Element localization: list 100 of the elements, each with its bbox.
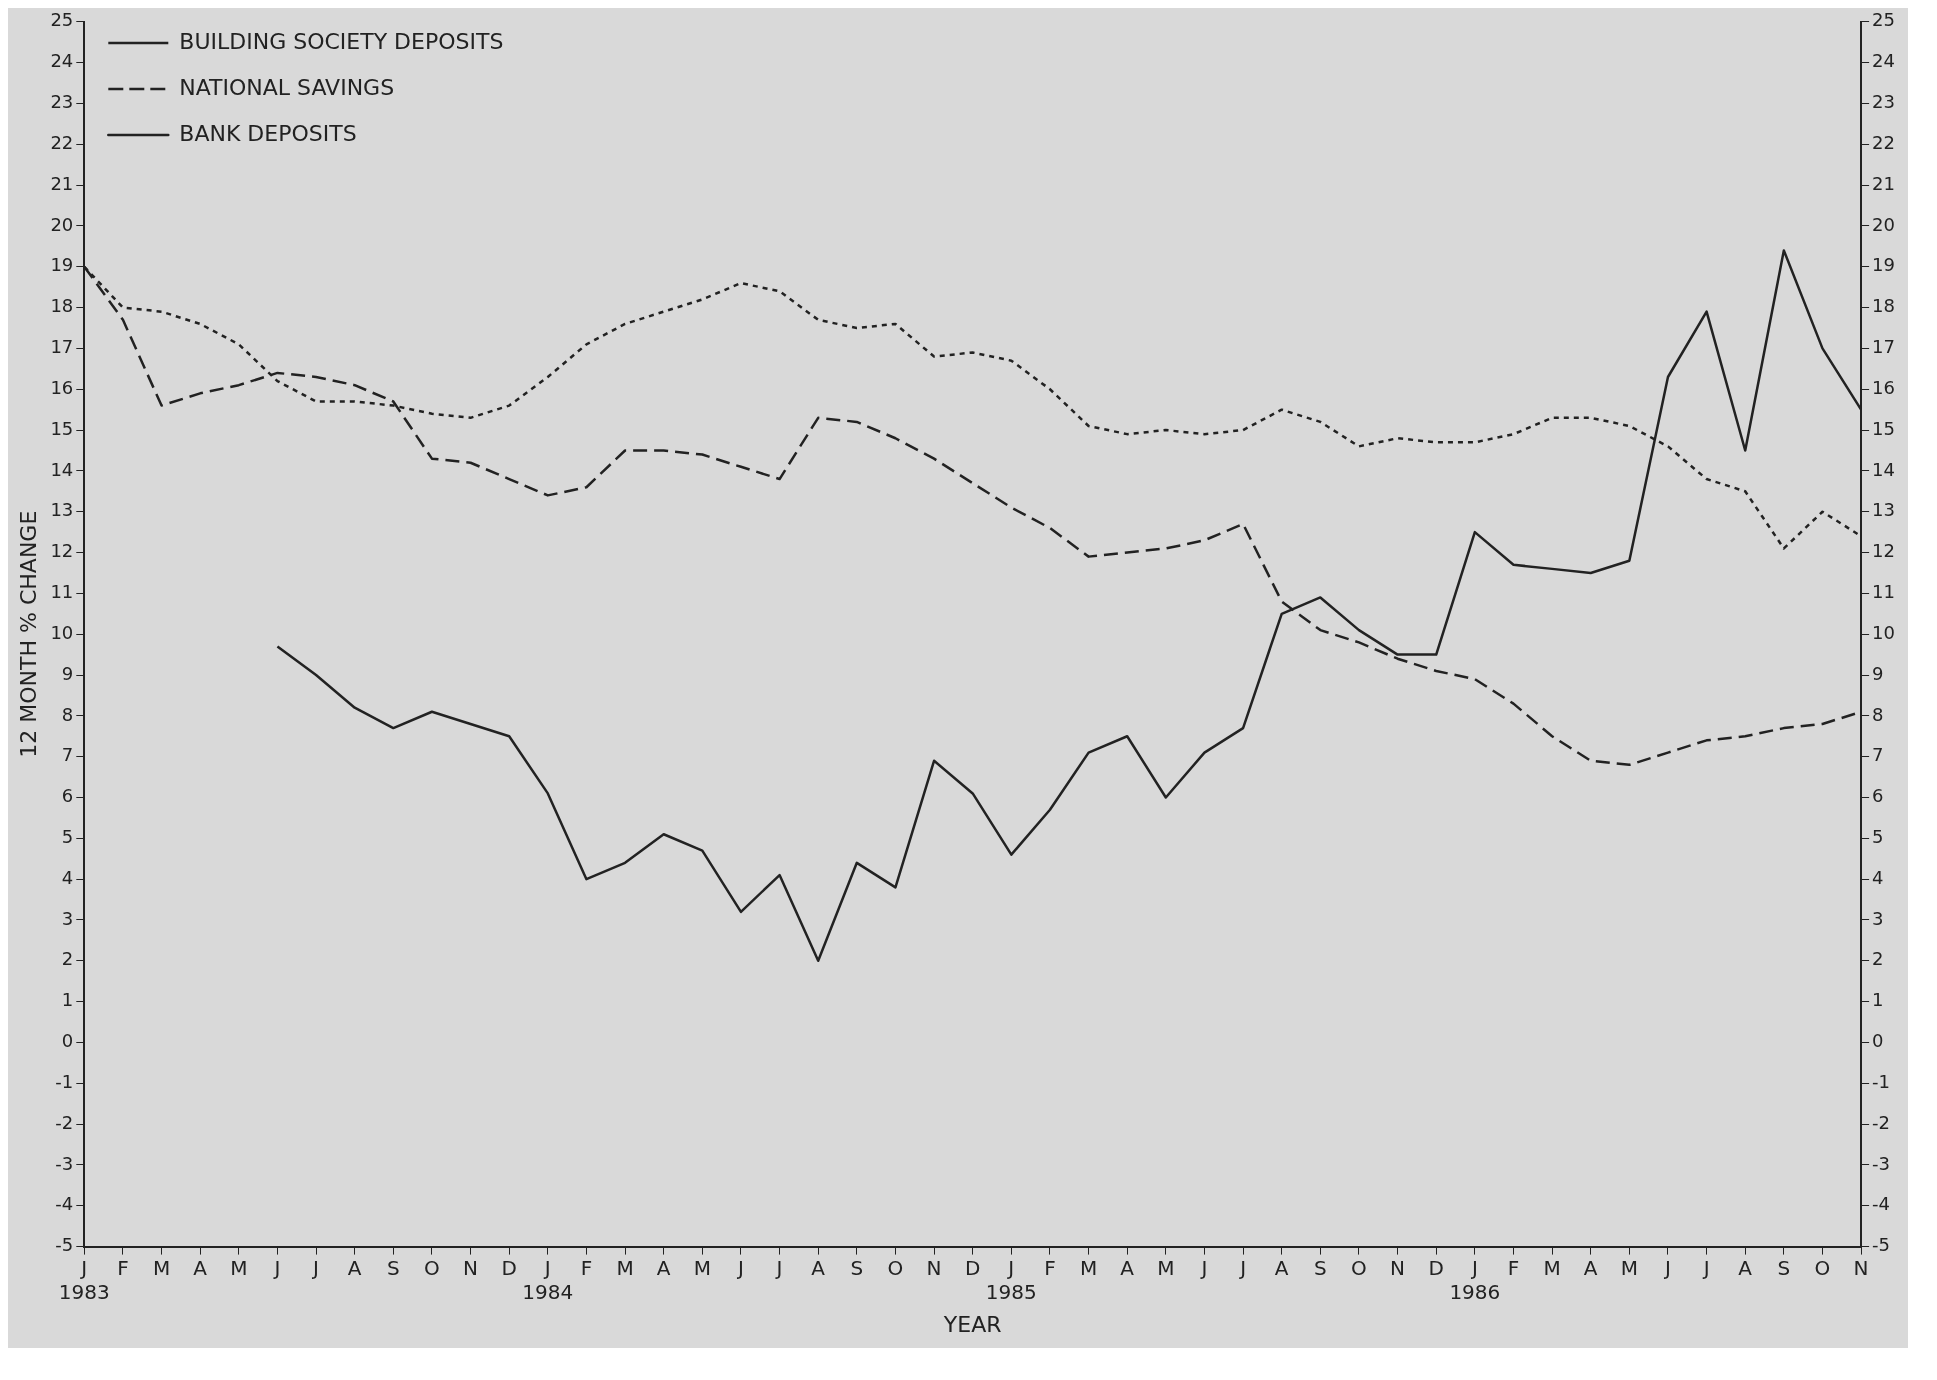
y-tick-label: -3 — [55, 1152, 74, 1174]
y-tick-label: 13 — [50, 499, 74, 521]
y2-tick-label: 6 — [1872, 785, 1884, 807]
y2-tick-label: 22 — [1872, 131, 1895, 153]
y-tick-label: 1 — [61, 989, 74, 1011]
x-axis-title: YEAR — [942, 1311, 1002, 1337]
x-tick-label: J — [311, 1255, 320, 1280]
y-tick-label: 11 — [50, 581, 74, 603]
y2-tick-label: 19 — [1872, 254, 1895, 276]
y2-tick-label: 13 — [1872, 499, 1895, 521]
y2-tick-label: 18 — [1872, 295, 1895, 317]
y2-tick-label: 20 — [1872, 213, 1895, 235]
x-tick-label: M — [230, 1255, 248, 1280]
x-tick-label: F — [117, 1255, 129, 1280]
y2-tick-label: 10 — [1872, 621, 1895, 643]
x-tick-label: N — [1390, 1255, 1406, 1280]
legend-label: BUILDING SOCIETY DEPOSITS — [179, 28, 504, 54]
y2-tick-label: 1 — [1872, 989, 1884, 1011]
y-tick-label: 15 — [50, 417, 74, 439]
y-tick-label: 16 — [50, 376, 74, 398]
x-tick-label: O — [887, 1255, 904, 1280]
x-tick-label: M — [1620, 1255, 1638, 1280]
y-tick-label: 18 — [50, 295, 74, 317]
x-tick-label: A — [811, 1255, 826, 1280]
x-tick-label: O — [424, 1255, 440, 1280]
y2-tick-label: 15 — [1872, 417, 1895, 439]
x-tick-label: J — [1199, 1255, 1208, 1280]
x-tick-label: J — [1663, 1255, 1671, 1280]
y-tick-label: -1 — [55, 1070, 74, 1092]
x-tick-label: M — [616, 1255, 634, 1280]
x-tick-label: A — [656, 1255, 671, 1280]
y2-tick-label: 23 — [1872, 91, 1895, 113]
y-tick-label: 4 — [61, 866, 74, 888]
x-tick-label: A — [1738, 1255, 1753, 1280]
y2-tick-label: -3 — [1872, 1152, 1891, 1174]
y2-tick-label: 11 — [1872, 581, 1895, 603]
x-tick-label: J — [1701, 1255, 1710, 1280]
x-tick-label: F — [1044, 1255, 1056, 1280]
x-tick-label: J — [272, 1255, 281, 1280]
x-tick-label: M — [693, 1255, 711, 1280]
x-tick-label: S — [850, 1255, 864, 1280]
y2-tick-label: 24 — [1872, 50, 1895, 72]
y-tick-label: 10 — [50, 621, 74, 643]
x-tick-label: N — [463, 1255, 479, 1280]
y2-tick-label: 9 — [1872, 662, 1884, 684]
y-tick-label: 21 — [50, 172, 74, 194]
y-tick-label: -4 — [55, 1193, 74, 1215]
x-tick-label: M — [1079, 1255, 1098, 1280]
y-tick-label: 8 — [61, 703, 74, 725]
x-tick-label: F — [580, 1255, 593, 1280]
y2-tick-label: 21 — [1872, 172, 1895, 194]
x-tick-label: J 1985 — [985, 1255, 1037, 1304]
y-tick-label: 23 — [50, 91, 74, 113]
y-axis-title: 12 MONTH % CHANGE — [15, 510, 41, 758]
y2-tick-label: -2 — [1872, 1111, 1891, 1133]
y-tick-label: 24 — [50, 50, 74, 72]
x-tick-label: S — [1313, 1255, 1327, 1280]
y-tick-label: 20 — [50, 213, 74, 235]
x-tick-label: A — [347, 1255, 362, 1280]
x-tick-label: M — [152, 1255, 171, 1280]
x-tick-label: O — [1814, 1255, 1831, 1280]
x-tick-label: F — [1507, 1255, 1520, 1280]
legend-label: NATIONAL SAVINGS — [179, 74, 395, 100]
x-tick-label: S — [1777, 1255, 1791, 1280]
x-tick-label: N — [926, 1255, 942, 1280]
x-tick-label: A — [193, 1255, 208, 1280]
y2-tick-label: 25 — [1872, 9, 1895, 31]
y-tick-label: 3 — [61, 907, 74, 929]
x-tick-label: S — [386, 1255, 400, 1280]
y2-tick-label: 4 — [1872, 866, 1884, 888]
legend-label: BANK DEPOSITS — [179, 120, 357, 146]
y2-tick-label: 12 — [1872, 540, 1895, 562]
x-tick-label: J 1984 — [522, 1255, 574, 1304]
x-tick-label: A — [1120, 1255, 1135, 1280]
y-tick-label: -5 — [55, 1234, 74, 1256]
x-tick-label: D — [1428, 1255, 1444, 1280]
y-tick-label: -2 — [55, 1111, 74, 1133]
x-tick-label: N — [1853, 1255, 1869, 1280]
y-tick-label: 5 — [61, 826, 74, 848]
y2-tick-label: -4 — [1872, 1193, 1891, 1215]
x-tick-label: J 1983 — [58, 1255, 110, 1304]
y2-tick-label: 16 — [1872, 376, 1895, 398]
y2-tick-label: 5 — [1872, 826, 1884, 848]
x-tick-label: J — [774, 1255, 783, 1280]
y-tick-label: 14 — [50, 458, 74, 480]
x-tick-label: A — [1583, 1255, 1598, 1280]
x-tick-label: M — [1157, 1255, 1175, 1280]
y2-tick-label: 17 — [1872, 336, 1895, 358]
y-tick-label: 22 — [50, 131, 74, 153]
y2-tick-label: 14 — [1872, 458, 1895, 480]
y-tick-label: 17 — [50, 336, 74, 358]
y-tick-label: 6 — [61, 785, 74, 807]
y2-tick-label: 2 — [1872, 948, 1884, 970]
y-tick-label: 25 — [50, 9, 74, 31]
x-tick-label: D — [965, 1255, 981, 1280]
y2-tick-label: 0 — [1872, 1030, 1884, 1052]
y-tick-label: 12 — [50, 540, 74, 562]
x-tick-label: M — [1543, 1255, 1561, 1280]
x-tick-label: J 1986 — [1449, 1255, 1501, 1304]
x-tick-label: O — [1351, 1255, 1367, 1280]
